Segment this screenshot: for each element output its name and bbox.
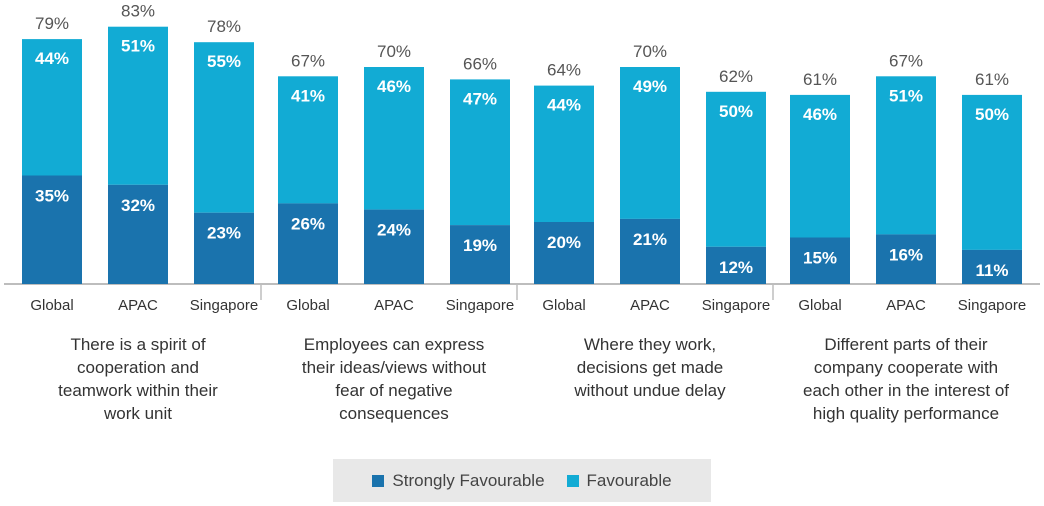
data-label-strongly-favourable: 32%	[121, 196, 155, 215]
bar-favourable	[790, 94, 850, 238]
bar-favourable	[22, 39, 82, 176]
bar-favourable	[706, 91, 766, 247]
category-tick-label: Global	[286, 297, 329, 314]
group-label-line: There is a spirit of	[70, 335, 205, 354]
data-label-strongly-favourable: 23%	[207, 224, 241, 243]
category-tick-label: Singapore	[702, 297, 770, 314]
bar-strongly-favourable	[876, 234, 936, 284]
bar-favourable	[364, 67, 424, 210]
category-tick-label: Global	[542, 297, 585, 314]
bar-favourable	[194, 42, 254, 213]
data-label-strongly-favourable: 11%	[975, 261, 1008, 280]
data-label-strongly-favourable: 26%	[291, 214, 325, 233]
group-label-line: work unit	[103, 404, 172, 423]
data-label-total: 64%	[547, 61, 581, 80]
legend-item-strongly-favourable: Strongly Favourable	[372, 470, 545, 491]
group-label-line: consequences	[339, 404, 449, 423]
data-label-favourable: 47%	[463, 89, 497, 108]
legend: Strongly Favourable Favourable	[333, 459, 711, 502]
bar-strongly-favourable	[450, 225, 510, 284]
bar-favourable	[534, 85, 594, 222]
bar-favourable	[876, 76, 936, 235]
data-label-favourable: 44%	[547, 96, 581, 115]
data-label-total: 61%	[803, 70, 837, 89]
bar-strongly-favourable	[962, 249, 1022, 284]
group-label-line: their ideas/views without	[302, 358, 487, 377]
data-label-favourable: 51%	[889, 86, 923, 105]
category-tick-label: Singapore	[958, 297, 1026, 314]
bar-strongly-favourable	[194, 212, 254, 284]
data-label-total: 62%	[719, 67, 753, 86]
category-tick-label: APAC	[630, 297, 670, 314]
group-label-line: Different parts of their	[824, 335, 987, 354]
data-label-strongly-favourable: 19%	[463, 236, 497, 255]
data-label-favourable: 55%	[207, 52, 241, 71]
bar-favourable	[962, 94, 1022, 250]
bar-strongly-favourable	[364, 209, 424, 284]
bar-strongly-favourable	[22, 175, 82, 284]
data-label-strongly-favourable: 16%	[889, 245, 923, 264]
group-label-line: fear of negative	[335, 381, 452, 400]
group-label-line: cooperation and	[77, 358, 199, 377]
bar-favourable	[450, 79, 510, 226]
bar-strongly-favourable	[620, 218, 680, 284]
data-label-favourable: 51%	[121, 37, 155, 56]
bar-strongly-favourable	[278, 203, 338, 284]
data-label-total: 67%	[889, 51, 923, 70]
group-label-line: without undue delay	[573, 381, 726, 400]
category-tick-label: Singapore	[190, 297, 258, 314]
category-tick-label: APAC	[374, 297, 414, 314]
data-label-favourable: 44%	[35, 49, 69, 68]
bar-favourable	[278, 76, 338, 204]
group-label-line: high quality performance	[813, 404, 999, 423]
data-label-strongly-favourable: 21%	[633, 230, 667, 249]
bar-strongly-favourable	[108, 184, 168, 284]
group-label-line: each other in the interest of	[803, 381, 1009, 400]
group-label-line: company cooperate with	[814, 358, 998, 377]
data-label-strongly-favourable: 12%	[719, 258, 753, 277]
data-label-favourable: 49%	[633, 77, 667, 96]
data-label-strongly-favourable: 15%	[803, 249, 837, 268]
bar-strongly-favourable	[706, 246, 766, 284]
data-label-strongly-favourable: 35%	[35, 187, 69, 206]
data-label-strongly-favourable: 24%	[377, 221, 411, 240]
stacked-bar-chart: 44% 35% 79% Global 51% 32% 83% APAC 55% 23% 78% Sin…	[4, 2, 1040, 423]
data-label-favourable: 41%	[291, 86, 325, 105]
data-label-total: 83%	[121, 2, 155, 21]
data-label-total: 66%	[463, 54, 497, 73]
legend-swatch-favourable	[566, 474, 579, 487]
category-tick-label: Global	[798, 297, 841, 314]
legend-label-favourable: Favourable	[586, 470, 672, 490]
data-label-favourable: 50%	[719, 102, 753, 121]
data-label-favourable: 50%	[975, 105, 1009, 124]
group-label-line: Employees can express	[304, 335, 484, 354]
data-label-total: 61%	[975, 70, 1009, 89]
data-label-favourable: 46%	[377, 77, 411, 96]
bar-favourable	[108, 26, 168, 185]
data-label-strongly-favourable: 20%	[547, 233, 581, 252]
legend-item-favourable: Favourable	[566, 470, 672, 491]
data-label-favourable: 46%	[803, 105, 837, 124]
bar-favourable	[620, 67, 680, 219]
legend-label-strongly-favourable: Strongly Favourable	[392, 470, 545, 490]
data-label-total: 70%	[633, 42, 667, 61]
group-label-line: teamwork within their	[58, 381, 218, 400]
category-tick-label: APAC	[118, 297, 158, 314]
data-label-total: 79%	[35, 14, 69, 33]
category-tick-label: Singapore	[446, 297, 514, 314]
group-label-line: Where they work,	[584, 335, 716, 354]
group-label-line: decisions get made	[577, 358, 723, 377]
data-label-total: 78%	[207, 17, 241, 36]
category-tick-label: APAC	[886, 297, 926, 314]
legend-swatch-strongly-favourable	[372, 474, 385, 487]
bar-strongly-favourable	[534, 222, 594, 284]
data-label-total: 70%	[377, 42, 411, 61]
data-label-total: 67%	[291, 51, 325, 70]
bar-strongly-favourable	[790, 237, 850, 284]
category-tick-label: Global	[30, 297, 73, 314]
